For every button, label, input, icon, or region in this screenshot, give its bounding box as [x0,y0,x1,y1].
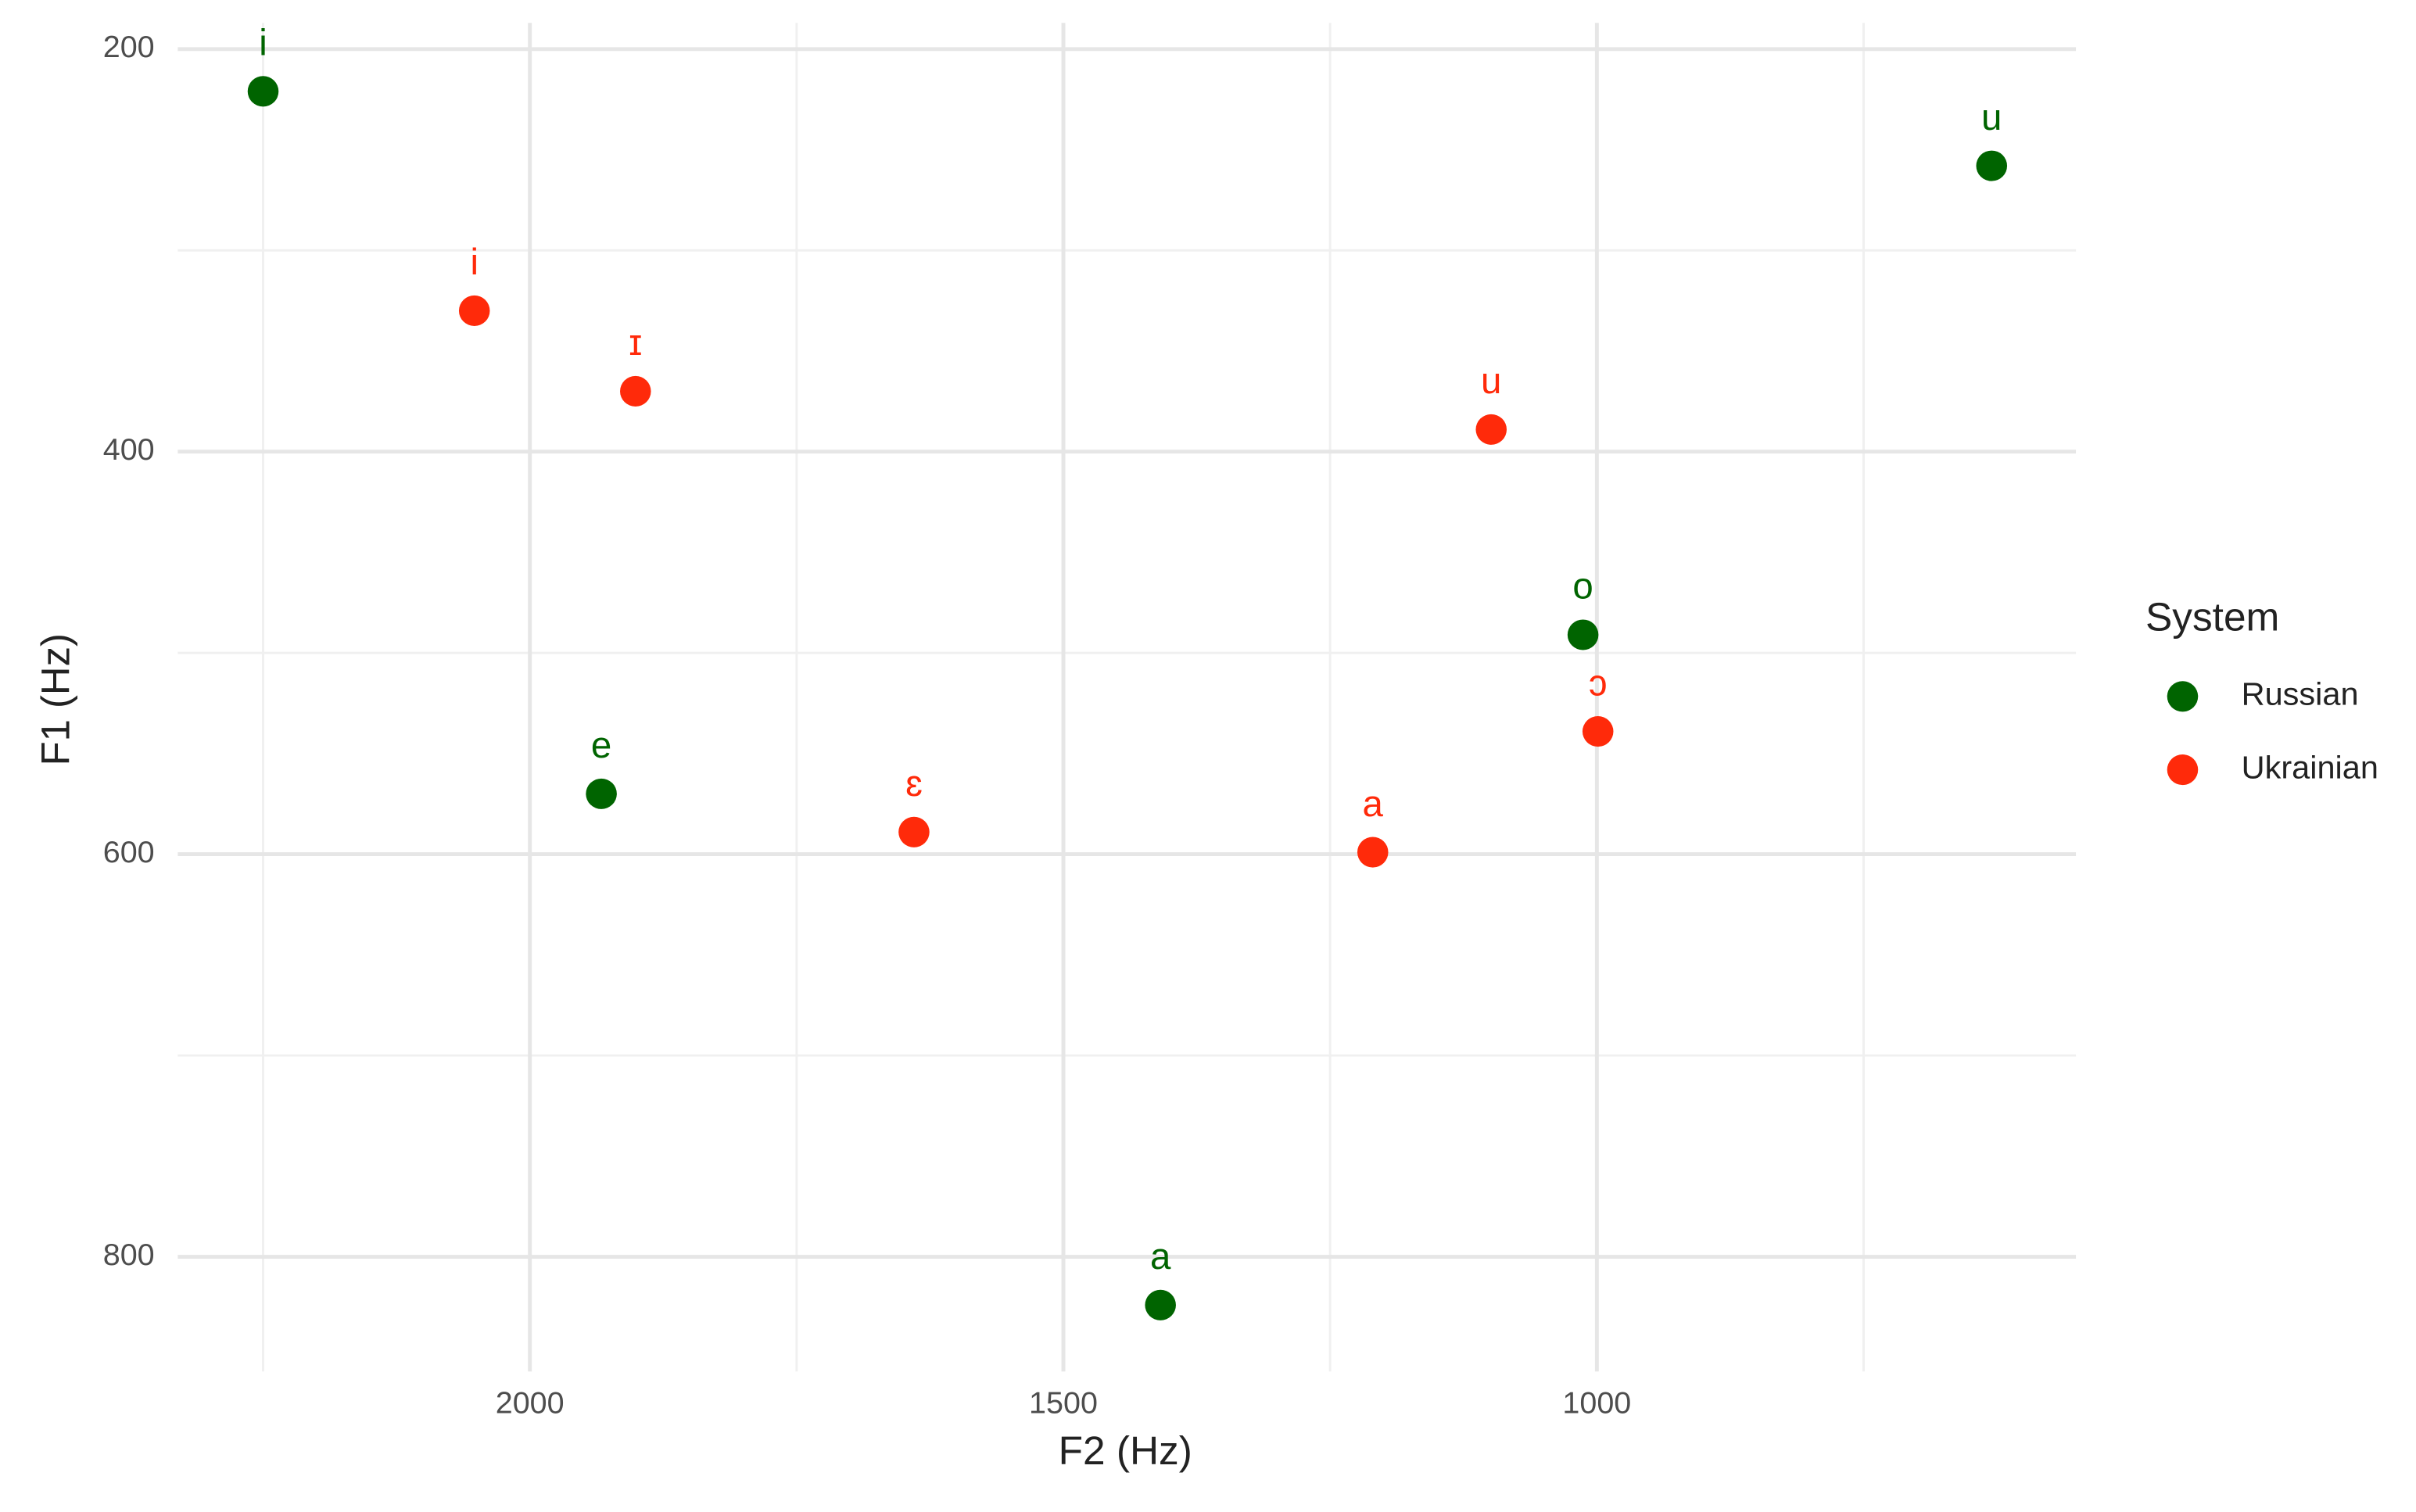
point-label: ɛ [905,762,923,804]
point-label: i [470,241,479,282]
point [1357,837,1389,868]
legend-marker [2167,754,2199,786]
x-tick-label: 2000 [496,1386,565,1421]
point [1582,716,1614,747]
point-label: ɔ [1589,662,1608,704]
legend-title: System [2145,595,2279,640]
y-tick-label: 600 [103,835,155,869]
legend-marker [2167,681,2199,712]
point [1976,150,2008,181]
point-label: o [1572,565,1593,607]
point-label: u [1981,96,2002,138]
point [247,76,279,107]
point [620,375,651,407]
legend-label: Russian [2242,676,2359,712]
point [1567,619,1599,650]
point-label: a [1150,1235,1171,1277]
y-tick-label: 800 [103,1238,155,1272]
y-tick-label: 200 [103,30,155,64]
point [586,778,617,809]
y-tick-label: 400 [103,432,155,467]
point [898,816,930,847]
point-label: e [591,724,611,765]
point [1475,414,1507,445]
y-axis-title: F1 (Hz) [33,633,77,765]
point [458,295,490,327]
x-tick-label: 1500 [1029,1386,1098,1421]
x-tick-label: 1000 [1562,1386,1631,1421]
point-label: ɪ [629,321,642,363]
point-label: i [259,22,267,63]
point-label: u [1481,360,1501,401]
point-label: a [1363,783,1384,824]
x-axis-title: F2 (Hz) [1059,1428,1192,1473]
legend-label: Ukrainian [2242,750,2378,786]
point [1145,1289,1176,1320]
